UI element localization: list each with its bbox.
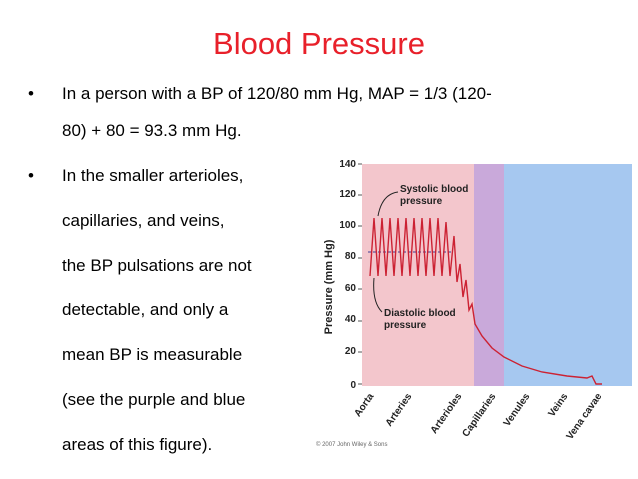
systolic-pointer xyxy=(377,191,399,217)
bullet-2-line-1: In the smaller arterioles, xyxy=(62,166,244,185)
bullet-2-line-6: (see the purple and blue xyxy=(62,390,246,409)
bullet-2-line-2: capillaries, and veins, xyxy=(62,211,225,230)
bullet-2-line-5: mean BP is measurable xyxy=(62,345,243,364)
pressure-curve xyxy=(369,217,602,385)
x-category-vena-cavae: Vena cavae xyxy=(565,391,605,442)
slide-title: Blood Pressure xyxy=(213,26,425,61)
y-tick-60: 60 xyxy=(345,283,357,294)
x-category-group: Aorta Arteries Arterioles Capillaries Ve… xyxy=(352,391,604,442)
y-tick-group: 140 120 100 80 60 40 20 0 xyxy=(339,159,356,391)
diastolic-pointer xyxy=(373,277,383,313)
y-tick-100: 100 xyxy=(339,220,356,231)
x-category-capillaries: Capillaries xyxy=(460,391,498,439)
region-blue xyxy=(504,164,632,386)
diastolic-annotation: Diastolic blood pressure xyxy=(384,308,458,331)
bullet-marker-2: • xyxy=(28,166,34,185)
x-category-arterioles: Arterioles xyxy=(429,391,465,436)
y-tick-140: 140 xyxy=(339,159,356,170)
bullet-marker-1: • xyxy=(28,84,34,103)
x-category-arteries: Arteries xyxy=(384,391,415,429)
bullet-2-line-7: areas of this figure). xyxy=(62,435,213,454)
bullet-1-line-2: 80) + 80 = 93.3 mm Hg. xyxy=(62,121,242,140)
bullet-2-line-3: the BP pulsations are not xyxy=(62,256,252,275)
y-tick-120: 120 xyxy=(339,189,356,200)
x-category-venules: Venules xyxy=(502,391,533,429)
blood-pressure-figure: Pressure (mm Hg) 140 120 100 80 60 40 20… xyxy=(316,159,632,448)
x-category-aorta: Aorta xyxy=(352,391,376,419)
figure-copyright: © 2007 John Wiley & Sons xyxy=(316,441,387,448)
bullet-2-line-4: detectable, and only a xyxy=(62,300,229,319)
y-tick-80: 80 xyxy=(345,251,357,262)
y-axis-label: Pressure (mm Hg) xyxy=(323,239,335,334)
x-category-veins: Veins xyxy=(546,391,570,419)
region-purple xyxy=(474,164,504,386)
y-tick-0: 0 xyxy=(350,380,356,391)
y-tick-20: 20 xyxy=(345,346,357,357)
bullet-1-line-1: In a person with a BP of 120/80 mm Hg, M… xyxy=(62,84,492,103)
y-tick-40: 40 xyxy=(345,314,357,325)
systolic-annotation: Systolic blood pressure xyxy=(400,184,471,207)
